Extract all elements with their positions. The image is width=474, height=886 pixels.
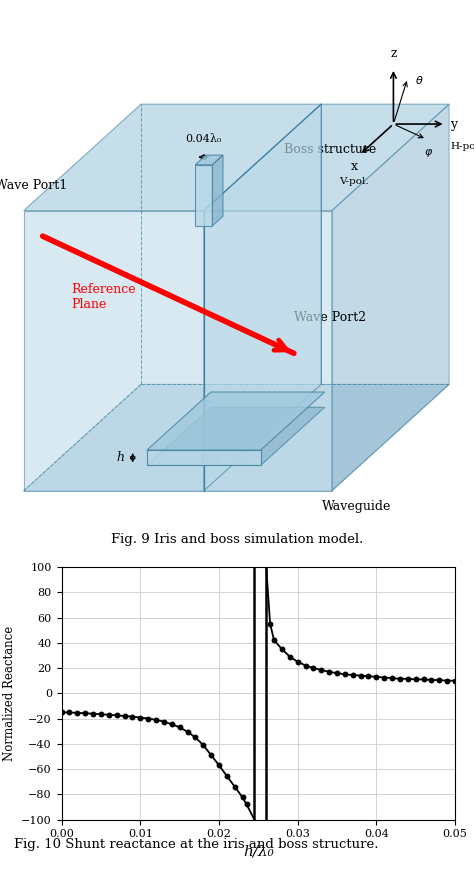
Polygon shape — [204, 105, 321, 491]
Y-axis label: Normalized Reactance: Normalized Reactance — [2, 626, 16, 761]
Text: V-pol.: V-pol. — [339, 177, 369, 186]
Point — [191, 730, 199, 744]
Point — [365, 669, 372, 683]
Point — [215, 758, 223, 773]
Point — [176, 720, 183, 734]
Point — [294, 655, 301, 669]
Polygon shape — [147, 450, 261, 465]
Point — [207, 748, 215, 762]
Point — [66, 705, 73, 719]
Point — [436, 673, 443, 688]
Point — [286, 649, 293, 664]
Polygon shape — [24, 385, 449, 491]
Text: Fig. 10 Shunt reactance at the iris and boss structure.: Fig. 10 Shunt reactance at the iris and … — [14, 838, 379, 851]
Text: Iris: Iris — [199, 454, 220, 467]
Point — [121, 709, 128, 723]
Point — [310, 661, 317, 675]
Text: $\theta$: $\theta$ — [415, 74, 423, 86]
Polygon shape — [147, 392, 325, 450]
Text: Boss structure: Boss structure — [284, 143, 377, 156]
Point — [270, 633, 278, 648]
Polygon shape — [195, 165, 212, 226]
Point — [349, 668, 356, 682]
Point — [333, 666, 341, 680]
Point — [428, 673, 435, 688]
Text: x: x — [351, 160, 358, 174]
Point — [318, 663, 325, 677]
Point — [302, 658, 310, 672]
Point — [381, 671, 388, 685]
Text: z: z — [390, 47, 397, 60]
Point — [168, 717, 175, 731]
Point — [97, 707, 105, 721]
Point — [388, 671, 396, 685]
Point — [145, 711, 152, 726]
Point — [266, 617, 274, 631]
Point — [443, 673, 451, 688]
Point — [243, 797, 250, 812]
Point — [184, 725, 191, 739]
Point — [451, 673, 459, 688]
Text: h: h — [117, 451, 125, 464]
Point — [58, 705, 65, 719]
Point — [105, 708, 113, 722]
X-axis label: h/λ₀: h/λ₀ — [243, 845, 273, 859]
Polygon shape — [24, 211, 332, 491]
Point — [82, 706, 89, 720]
Text: Fig. 9 Iris and boss simulation model.: Fig. 9 Iris and boss simulation model. — [111, 532, 363, 546]
Point — [89, 707, 97, 721]
Point — [223, 769, 231, 783]
Point — [160, 715, 168, 729]
Point — [200, 738, 207, 752]
Text: H-pol.: H-pol. — [450, 142, 474, 151]
Point — [420, 672, 428, 687]
Point — [404, 672, 411, 686]
Point — [278, 642, 286, 657]
Point — [113, 708, 120, 722]
Text: $\varphi$: $\varphi$ — [424, 147, 433, 159]
Point — [341, 667, 349, 681]
Point — [396, 672, 404, 686]
Text: Waveguide: Waveguide — [322, 500, 392, 513]
Point — [137, 711, 144, 725]
Point — [128, 710, 136, 724]
Point — [412, 672, 419, 687]
Point — [73, 706, 81, 720]
Point — [325, 664, 333, 679]
Text: Wave Port1: Wave Port1 — [0, 179, 67, 191]
Text: y: y — [450, 118, 457, 130]
Point — [373, 670, 380, 684]
Polygon shape — [24, 105, 449, 211]
Point — [152, 712, 160, 727]
Polygon shape — [212, 155, 223, 226]
Polygon shape — [332, 105, 449, 491]
Point — [231, 780, 238, 794]
Text: 0.04λ₀: 0.04λ₀ — [186, 135, 222, 144]
Polygon shape — [195, 155, 223, 165]
Text: Reference
Plane: Reference Plane — [71, 284, 136, 311]
Polygon shape — [147, 408, 325, 465]
Point — [357, 669, 365, 683]
Text: Wave Port2: Wave Port2 — [294, 311, 366, 324]
Point — [239, 790, 246, 804]
